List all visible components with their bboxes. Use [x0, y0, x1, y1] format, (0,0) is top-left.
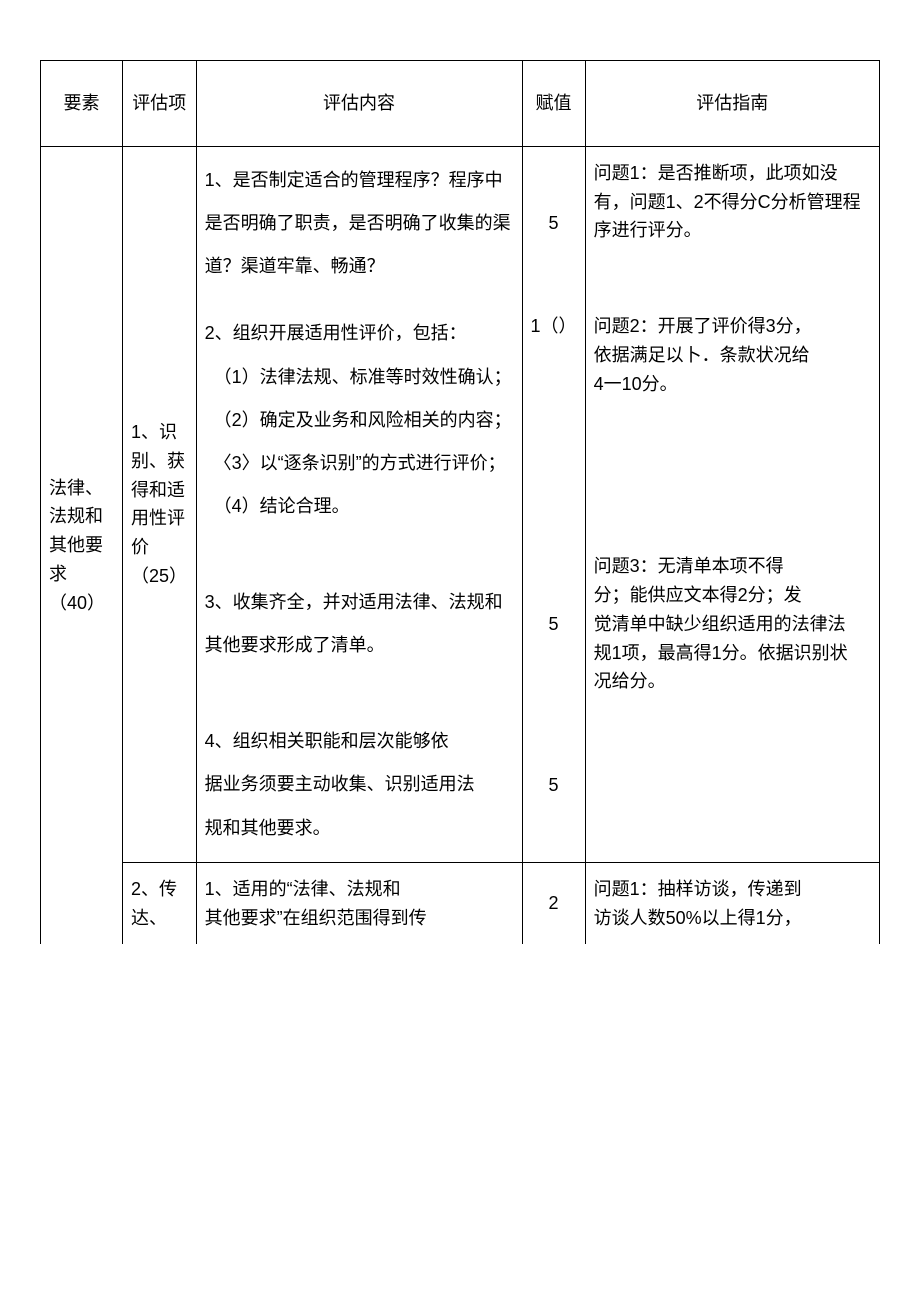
cell-content: 1、是否制定适合的管理程序？程序中是否明确了职责，是否明确了收集的渠道？渠道牢靠… [196, 146, 522, 300]
cell-value: 5 [522, 708, 585, 862]
cell-content: 2、组织开展适用性评价，包括： （1）法律法规、标准等时效性确认； （2）确定及… [196, 300, 522, 540]
cell-element: 法律、法规和其他要求（40） [41, 146, 123, 944]
header-element: 要素 [41, 61, 123, 147]
cell-value: 5 [522, 146, 585, 300]
cell-item: 2、传达、 [123, 862, 197, 944]
table-row: 法律、法规和其他要求（40） 1、识别、获得和适用性评价（25） 1、是否制定适… [41, 146, 880, 300]
cell-value: 2 [522, 862, 585, 944]
evaluation-table: 要素 评估项 评估内容 赋值 评估指南 法律、法规和其他要求（40） 1、识别、… [40, 60, 880, 944]
cell-value: 1（） [522, 300, 585, 540]
cell-item: 1、识别、获得和适用性评价（25） [123, 146, 197, 862]
header-guide: 评估指南 [585, 61, 879, 147]
cell-guide [585, 708, 879, 862]
cell-guide: 问题3：无清单本项不得分；能供应文本得2分；发觉清单中缺少组织适用的法律法规1项… [585, 540, 879, 708]
cell-guide: 问题2：开展了评价得3分，依据满足以卜．条款状况给4一10分。 [585, 300, 879, 540]
cell-value: 5 [522, 540, 585, 708]
header-item: 评估项 [123, 61, 197, 147]
table-header-row: 要素 评估项 评估内容 赋值 评估指南 [41, 61, 880, 147]
header-value: 赋值 [522, 61, 585, 147]
cell-guide: 问题1：是否推断项，此项如没有，问题1、2不得分C分析管理程序进行评分。 [585, 146, 879, 300]
cell-content: 4、组织相关职能和层次能够依据业务须要主动收集、识别适用法规和其他要求。 [196, 708, 522, 862]
cell-content: 3、收集齐全，并对适用法律、法规和其他要求形成了清单。 [196, 540, 522, 708]
table-row: 2、传达、 1、适用的“法律、法规和其他要求”在组织范围得到传 2 问题1：抽样… [41, 862, 880, 944]
cell-guide: 问题1：抽样访谈，传递到访谈人数50%以上得1分， [585, 862, 879, 944]
cell-content: 1、适用的“法律、法规和其他要求”在组织范围得到传 [196, 862, 522, 944]
header-content: 评估内容 [196, 61, 522, 147]
